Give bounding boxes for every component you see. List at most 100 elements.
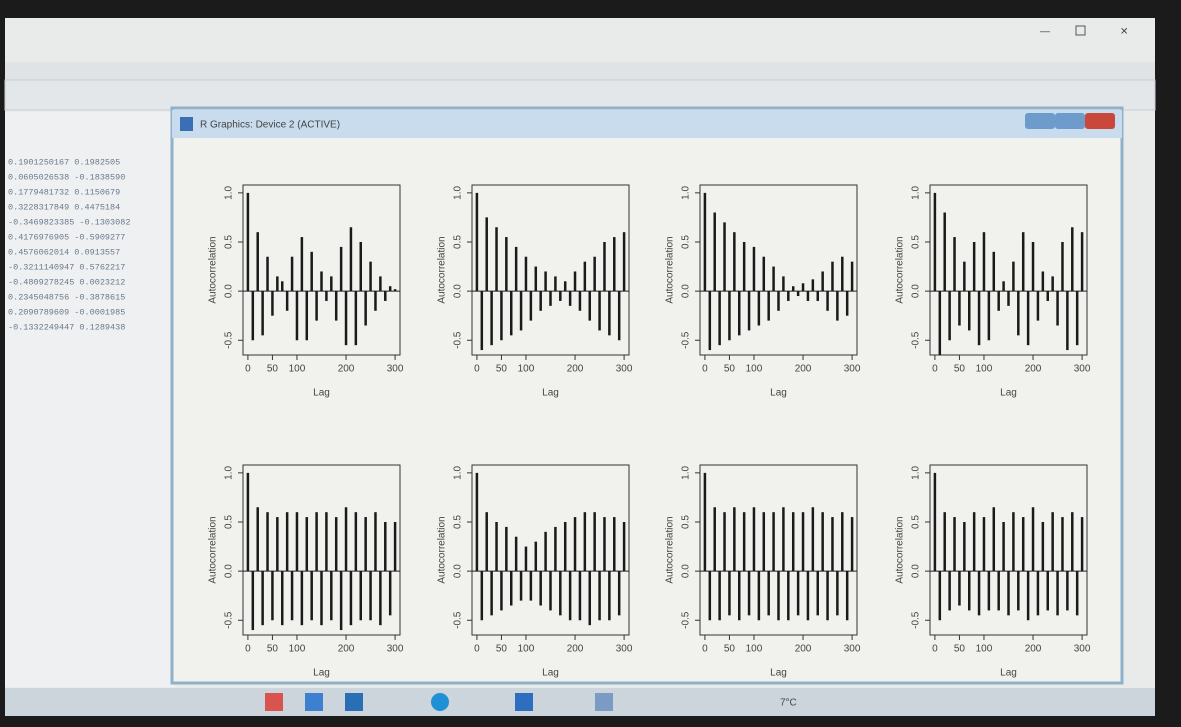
taskbar-icon[interactable] [345,693,363,711]
y-tick-label: 0.5 [911,235,922,249]
y-tick-label: 0.5 [224,235,235,249]
y-tick-label: 0.0 [911,284,922,298]
console-line: -0.3469823385 -0.1303082 [8,217,130,227]
x-tick-label: 0 [932,644,938,655]
r-close[interactable] [1085,113,1115,129]
y-axis-label: Autocorrelation [895,236,906,303]
x-axis-label: Lag [770,668,787,679]
taskbar [5,688,1155,716]
y-tick-label: 1.0 [224,465,235,479]
x-tick-label: 200 [1025,364,1042,375]
x-tick-label: 200 [567,364,584,375]
x-tick-label: 0 [702,644,708,655]
y-axis-label: Autocorrelation [437,236,448,303]
temperature: 7°C [780,698,797,709]
console-line: 0.4576062014 0.0913557 [8,247,120,257]
y-axis-label: Autocorrelation [665,236,676,303]
y-tick-label: 0.0 [224,564,235,578]
y-tick-label: -0.5 [681,331,692,349]
y-axis-label: Autocorrelation [437,516,448,583]
x-tick-label: 0 [702,364,708,375]
y-tick-label: 1.0 [911,185,922,199]
y-tick-label: -0.5 [453,331,464,349]
x-tick-label: 300 [616,644,633,655]
x-tick-label: 50 [496,644,508,655]
x-tick-label: 300 [844,644,861,655]
console-line: 0.1901250167 0.1982505 [8,157,120,167]
x-axis-label: Lag [1000,388,1017,399]
console-line: 0.2345048756 -0.3878615 [8,292,125,302]
x-tick-label: 100 [976,364,993,375]
close-button[interactable]: ✕ [1120,27,1128,38]
x-tick-label: 0 [245,364,251,375]
y-axis-label: Autocorrelation [208,236,219,303]
x-tick-label: 50 [954,364,966,375]
y-tick-label: -0.5 [453,611,464,629]
taskbar-icon[interactable] [595,693,613,711]
x-tick-label: 50 [496,364,508,375]
y-axis-label: Autocorrelation [208,516,219,583]
r-maximize[interactable] [1055,113,1085,129]
x-axis-label: Lag [542,668,559,679]
x-tick-label: 100 [976,644,993,655]
console-line: 0.0605026538 -0.1838590 [8,172,125,182]
console-line: 0.1779481732 0.1150679 [8,187,120,197]
y-tick-label: -0.5 [224,611,235,629]
y-tick-label: -0.5 [911,611,922,629]
x-tick-label: 100 [746,644,763,655]
x-tick-label: 300 [844,364,861,375]
minimize-button[interactable]: — [1040,27,1050,38]
x-tick-label: 300 [1074,364,1091,375]
y-tick-label: 1.0 [453,185,464,199]
x-tick-label: 200 [795,644,812,655]
taskbar-icon[interactable] [265,693,283,711]
y-tick-label: 0.0 [453,284,464,298]
console-panel [5,112,175,687]
y-tick-label: 0.5 [911,515,922,529]
y-tick-label: -0.5 [911,331,922,349]
x-tick-label: 100 [518,364,535,375]
y-tick-label: 0.5 [453,235,464,249]
screen: — ✕ 0.1901250167 0.1982505 0.0605026538 -… [0,0,1181,727]
y-axis-label: Autocorrelation [895,516,906,583]
x-axis-label: Lag [542,388,559,399]
x-tick-label: 200 [1025,644,1042,655]
y-tick-label: 0.5 [681,235,692,249]
y-tick-label: 1.0 [681,185,692,199]
taskbar-icon[interactable] [305,693,323,711]
x-tick-label: 100 [289,364,306,375]
y-tick-label: 0.5 [681,515,692,529]
x-tick-label: 50 [267,364,279,375]
y-tick-label: -0.5 [224,331,235,349]
taskbar-icon[interactable] [515,693,533,711]
x-tick-label: 200 [338,364,355,375]
r-minimize[interactable] [1025,113,1055,129]
x-axis-label: Lag [313,668,330,679]
x-axis-label: Lag [1000,668,1017,679]
x-tick-label: 200 [795,364,812,375]
console-line: 0.2090789609 -0.0001985 [8,307,125,317]
y-tick-label: 0.0 [224,284,235,298]
x-tick-label: 50 [724,364,736,375]
y-tick-label: 1.0 [911,465,922,479]
x-tick-label: 300 [387,644,404,655]
x-axis-label: Lag [770,388,787,399]
y-tick-label: 1.0 [681,465,692,479]
y-tick-label: 0.0 [681,284,692,298]
y-tick-label: 0.0 [681,564,692,578]
y-tick-label: -0.5 [681,611,692,629]
y-tick-label: 0.0 [453,564,464,578]
toolbar [5,80,1155,110]
x-tick-label: 50 [724,644,736,655]
console-line: -0.1332249447 0.1289438 [8,322,125,332]
console-line: -0.3211140947 0.5762217 [8,262,125,272]
console-line: -0.4809278245 0.0023212 [8,277,125,287]
x-tick-label: 0 [245,644,251,655]
page: — ✕ 0.1901250167 0.1982505 0.0605026538 -… [0,0,1181,727]
y-axis-label: Autocorrelation [665,516,676,583]
y-tick-label: 0.0 [911,564,922,578]
x-tick-label: 300 [387,364,404,375]
x-tick-label: 100 [289,644,306,655]
taskbar-icon[interactable] [431,693,449,711]
x-axis-label: Lag [313,388,330,399]
